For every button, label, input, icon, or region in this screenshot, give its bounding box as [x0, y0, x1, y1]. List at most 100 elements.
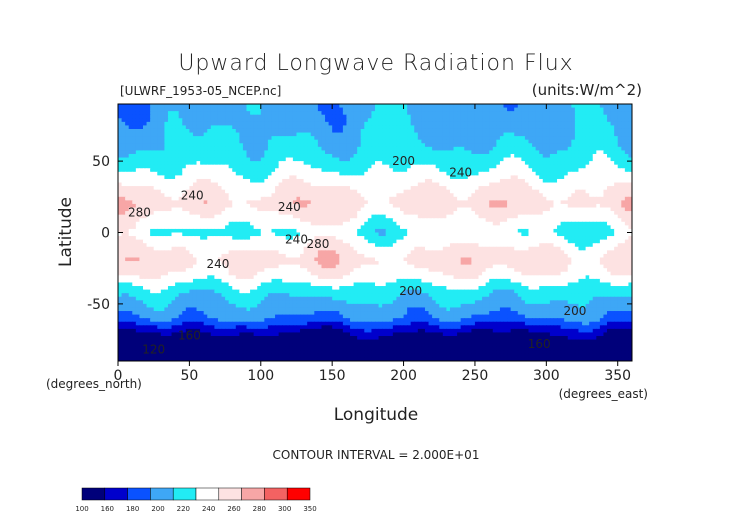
field-cell — [410, 125, 415, 130]
field-cell — [610, 164, 615, 169]
field-cell — [364, 221, 369, 226]
field-cell — [478, 161, 483, 166]
field-cell — [296, 196, 301, 201]
field-cell — [135, 218, 141, 223]
field-cell — [292, 121, 298, 127]
field-cell — [289, 171, 294, 176]
field-cell — [532, 200, 537, 205]
field-cell — [207, 107, 212, 112]
field-cell — [382, 186, 387, 191]
field-cell — [128, 218, 133, 223]
field-cell — [328, 146, 333, 151]
field-cell — [449, 225, 455, 230]
field-cell — [125, 132, 130, 137]
field-cell — [421, 168, 426, 173]
field-cell — [599, 200, 605, 205]
field-cell — [139, 157, 144, 162]
field-cell — [517, 211, 522, 216]
field-cell — [424, 157, 430, 162]
field-cell — [214, 200, 219, 205]
field-cell — [496, 211, 501, 216]
field-cell — [282, 104, 287, 109]
field-cell — [182, 104, 187, 109]
field-cell — [557, 104, 562, 109]
field-cell — [417, 193, 422, 198]
field-cell — [310, 189, 315, 194]
field-cell — [499, 178, 505, 184]
field-cell — [410, 118, 415, 123]
field-cell — [303, 164, 308, 169]
field-cell — [307, 200, 312, 205]
field-cell — [628, 132, 632, 137]
field-cell — [471, 211, 476, 216]
field-cell — [442, 107, 447, 112]
field-cell — [353, 114, 358, 119]
field-cell — [235, 136, 240, 141]
field-cell — [567, 104, 572, 109]
field-cell — [210, 125, 215, 130]
field-cell — [232, 214, 237, 219]
field-cell — [585, 196, 590, 201]
field-cell — [603, 143, 608, 148]
field-cell — [378, 221, 383, 226]
field-cell — [185, 175, 190, 180]
field-cell — [128, 225, 133, 230]
field-cell — [503, 178, 508, 184]
field-cell — [567, 164, 572, 169]
field-cell — [503, 161, 508, 166]
field-cell — [621, 157, 626, 162]
field-cell — [360, 207, 365, 212]
field-cell — [410, 193, 415, 198]
field-cell — [382, 132, 387, 137]
field-cell — [471, 125, 476, 130]
field-cell — [192, 182, 198, 187]
field-cell — [139, 128, 144, 134]
field-cell — [603, 196, 608, 201]
field-cell — [385, 207, 390, 212]
field-cell — [539, 118, 544, 123]
field-cell — [171, 121, 176, 127]
field-cell — [192, 200, 198, 205]
field-cell — [328, 193, 333, 198]
field-cell — [617, 125, 622, 130]
field-cell — [300, 178, 305, 184]
field-cell — [492, 186, 497, 191]
field-cell — [339, 196, 344, 201]
field-cell — [118, 132, 123, 137]
field-cell — [549, 128, 555, 134]
field-cell — [289, 111, 294, 116]
field-cell — [539, 221, 544, 226]
field-cell — [228, 182, 233, 187]
field-cell — [607, 143, 612, 148]
field-cell — [392, 211, 398, 216]
field-cell — [553, 114, 558, 119]
field-cell — [303, 189, 308, 194]
field-cell — [603, 175, 608, 180]
field-cell — [210, 178, 215, 184]
field-cell — [278, 182, 283, 187]
field-cell — [267, 193, 273, 198]
field-cell — [235, 225, 240, 230]
field-cell — [335, 218, 340, 223]
field-cell — [407, 153, 412, 159]
field-cell — [271, 143, 276, 148]
field-cell — [435, 164, 440, 169]
field-cell — [335, 200, 340, 205]
field-cell — [196, 104, 201, 109]
field-cell — [542, 107, 547, 112]
field-cell — [242, 178, 248, 184]
field-cell — [617, 128, 622, 134]
field-cell — [474, 186, 480, 191]
field-cell — [203, 207, 208, 212]
field-cell — [282, 196, 287, 201]
field-cell — [175, 175, 180, 180]
field-cell — [350, 193, 355, 198]
field-cell — [621, 203, 626, 209]
field-cell — [482, 186, 487, 191]
field-cell — [539, 136, 544, 141]
field-cell — [200, 132, 205, 137]
field-cell — [203, 161, 208, 166]
field-cell — [582, 128, 587, 134]
field-cell — [407, 218, 412, 223]
field-cell — [449, 178, 455, 184]
